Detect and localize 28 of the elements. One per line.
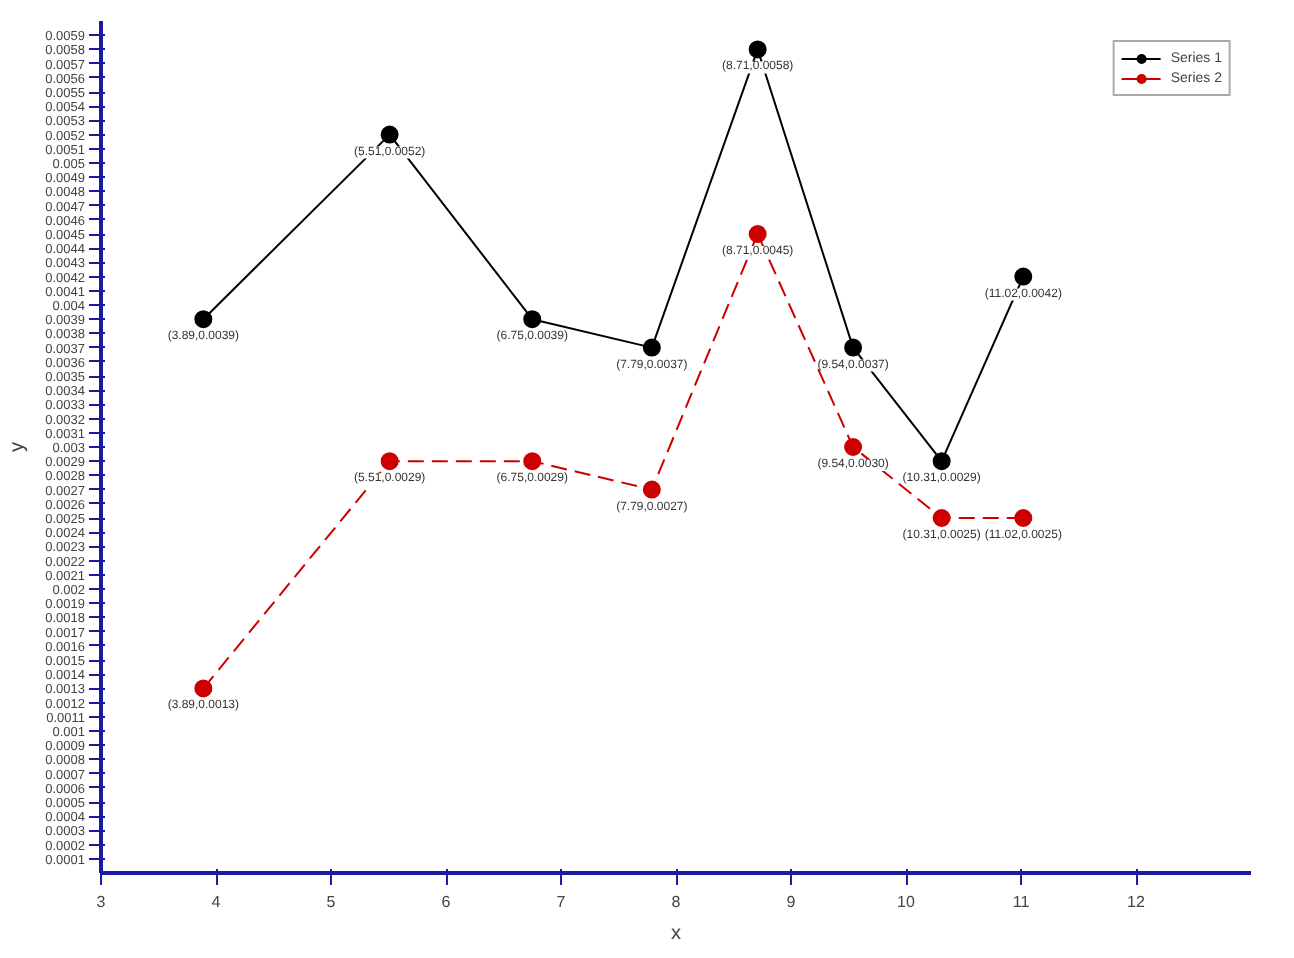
x-tick-label: 9 — [786, 893, 797, 911]
x-axis-title: x — [671, 923, 681, 945]
point — [194, 679, 213, 698]
x-tick-label: 12 — [1127, 893, 1146, 911]
point — [748, 225, 767, 243]
point — [523, 452, 542, 471]
point — [932, 509, 951, 527]
point — [642, 480, 661, 499]
point — [523, 310, 542, 329]
point — [380, 125, 399, 144]
point — [844, 438, 863, 456]
x-tick-label: 11 — [1012, 893, 1031, 911]
x-tick-label: 10 — [897, 893, 916, 911]
x-tick-label: 7 — [556, 893, 567, 911]
x-tick-label: 3 — [96, 893, 107, 911]
point — [642, 338, 661, 357]
point — [380, 452, 399, 471]
point — [1014, 267, 1033, 286]
point — [932, 452, 951, 471]
x-tick-label: 8 — [671, 893, 682, 911]
x-tick-label: 5 — [326, 893, 337, 911]
y-axis-title: y — [7, 442, 30, 452]
point — [1014, 509, 1033, 527]
x-tick-label: 6 — [441, 893, 452, 911]
point — [844, 338, 863, 357]
point — [748, 40, 767, 59]
point — [194, 310, 213, 329]
x-tick-label: 4 — [211, 893, 222, 911]
